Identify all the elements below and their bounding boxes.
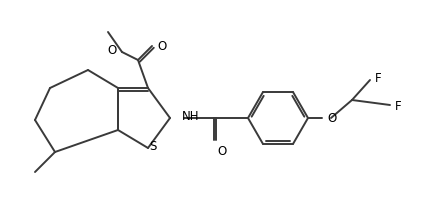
Text: S: S xyxy=(149,140,157,154)
Text: O: O xyxy=(327,111,336,125)
Text: NH: NH xyxy=(182,109,199,123)
Text: F: F xyxy=(395,100,402,114)
Text: O: O xyxy=(157,40,166,52)
Text: O: O xyxy=(108,45,117,57)
Text: O: O xyxy=(217,145,226,158)
Text: F: F xyxy=(375,72,381,84)
